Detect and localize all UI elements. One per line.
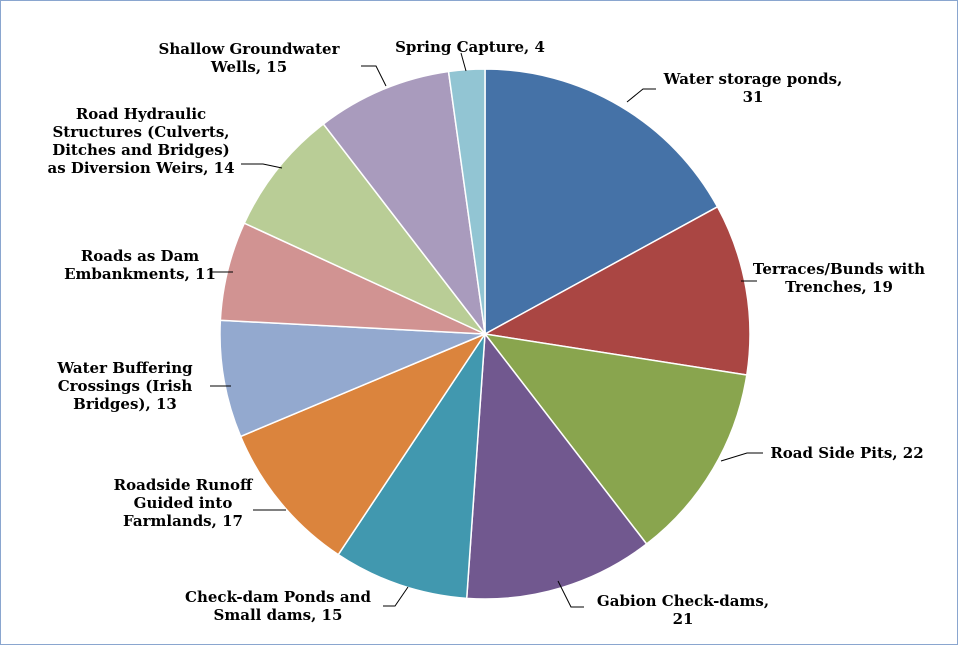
slice-label-10: Shallow Groundwater Wells, 15	[158, 40, 340, 76]
slice-label-line: Shallow Groundwater	[158, 40, 340, 58]
slice-label-2: Terraces/Bunds with Trenches, 19	[753, 260, 925, 296]
slice-label-6: Roadside Runoff Guided into Farmlands, 17	[114, 476, 254, 530]
leader-line-1	[626, 88, 656, 103]
slice-label-line: 21	[673, 610, 694, 628]
slice-label-line: Trenches, 19	[785, 278, 893, 296]
slice-label-line: Terraces/Bunds with	[753, 260, 925, 278]
slice-label-line: Road Side Pits, 22	[770, 444, 923, 462]
leader-line-3	[720, 452, 763, 462]
slice-label-line: Farmlands, 17	[123, 512, 243, 530]
slice-label-7: Water Buffering Crossings (Irish Bridges),…	[56, 359, 193, 413]
slice-label-line: Structures (Culverts,	[52, 123, 229, 141]
pie-slice-6	[239, 332, 487, 556]
pie-slice-10	[322, 70, 487, 337]
slice-label-line: Gabion Check-dams,	[597, 592, 769, 610]
leader-line-4	[557, 580, 584, 608]
slice-label-line: as Diversion Weirs, 14	[47, 159, 234, 177]
slice-label-8: Roads as Dam Embankments, 11	[64, 247, 216, 283]
slice-label-9: Road Hydraulic Structures (Culverts, Ditch…	[47, 105, 234, 177]
leader-line-10	[361, 65, 387, 87]
slice-label-line: Check-dam Ponds and	[185, 588, 371, 606]
slice-label-line: Roads as Dam	[81, 247, 199, 265]
slice-label-3: Road Side Pits, 22	[770, 444, 923, 462]
leader-line-9	[241, 163, 283, 169]
pie-slice-5	[337, 331, 486, 600]
pie-slice-2	[482, 205, 751, 376]
slice-label-line: Road Hydraulic	[76, 105, 206, 123]
slice-label-line: Wells, 15	[210, 58, 287, 76]
slice-label-line: Water storage ponds,	[663, 70, 843, 88]
slice-label-5: Check-dam Ponds and Small dams, 15	[185, 588, 371, 624]
slice-label-line: Spring Capture, 4	[395, 38, 545, 56]
pie-slice-7	[219, 319, 486, 438]
leader-line-11	[460, 52, 467, 72]
leader-line-5	[383, 586, 409, 607]
pie-slice-11	[447, 68, 486, 335]
slice-label-4: Gabion Check-dams, 21	[597, 592, 769, 628]
slice-label-line: 31	[743, 88, 764, 106]
slice-label-line: Small dams, 15	[214, 606, 343, 624]
slice-label-line: Guided into	[134, 494, 233, 512]
pie-slice-3	[483, 332, 748, 546]
slice-label-11: Spring Capture, 4	[395, 38, 545, 56]
slice-label-line: Ditches and Bridges)	[52, 141, 230, 159]
slice-label-line: Roadside Runoff	[114, 476, 254, 494]
slice-label-line: Water Buffering	[56, 359, 193, 377]
pie-slice-9	[243, 122, 486, 335]
slice-label-1: Water storage ponds, 31	[663, 70, 843, 106]
slice-label-line: Embankments, 11	[64, 265, 216, 283]
slice-label-line: Crossings (Irish	[58, 377, 193, 395]
pie-slice-1	[484, 68, 719, 336]
slice-label-line: Bridges), 13	[73, 395, 177, 413]
